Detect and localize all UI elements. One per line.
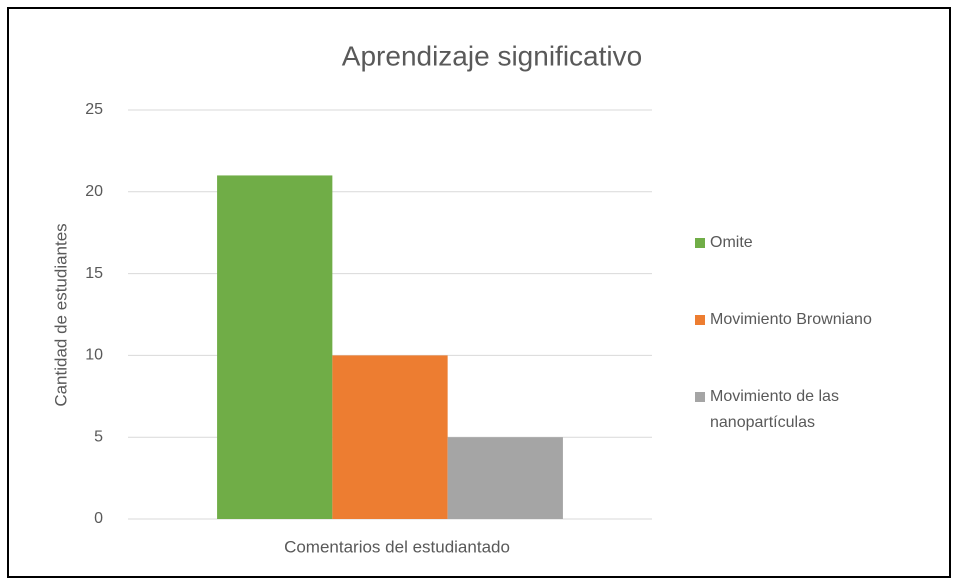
legend-item: Omite	[695, 230, 910, 256]
legend-label: Movimiento de las nanopartículas	[710, 388, 839, 431]
legend-swatch	[695, 238, 705, 248]
bar	[332, 355, 448, 519]
legend-swatch	[695, 392, 705, 402]
y-tick-label: 5	[94, 428, 103, 445]
bar	[217, 175, 333, 519]
y-tick-label: 15	[85, 265, 103, 282]
legend-item: Movimiento de las nanopartículas	[695, 384, 910, 436]
y-axis-title: Cantidad de estudiantes	[51, 223, 70, 406]
y-tick-label: 20	[85, 183, 103, 200]
legend-label: Omite	[710, 234, 753, 251]
y-tick-label: 0	[94, 510, 103, 527]
bar	[447, 437, 563, 519]
x-tick-label: Comentarios del estudiantado	[284, 537, 510, 556]
legend-swatch	[695, 315, 705, 325]
y-tick-label: 10	[85, 347, 103, 364]
legend-label: Movimiento Browniano	[710, 311, 872, 328]
chart-title: Aprendizaje significativo	[342, 40, 642, 71]
y-tick-label: 25	[85, 101, 103, 118]
legend-item: Movimiento Browniano	[695, 307, 910, 333]
